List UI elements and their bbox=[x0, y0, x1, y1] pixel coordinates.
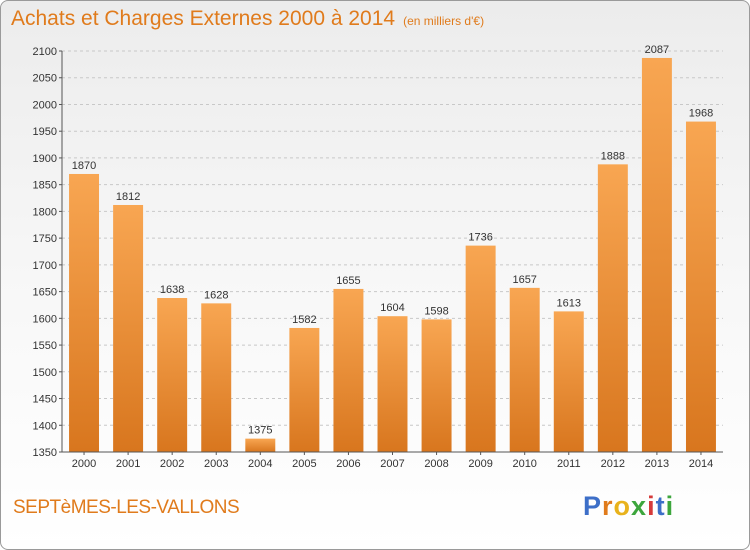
data-label: 1598 bbox=[424, 305, 448, 317]
x-tick-label: 2010 bbox=[512, 458, 536, 470]
data-labels: 1870 1812 1638 1628 1375 1582 1655 1604 1598 1736… bbox=[72, 44, 713, 437]
logo-letter: o bbox=[613, 491, 632, 521]
chart-title-text: Achats et Charges Externes 2000 à 2014 bbox=[11, 7, 396, 30]
bar-2012[interactable] bbox=[597, 164, 628, 452]
y-tick-label: 2050 bbox=[33, 73, 57, 85]
y-tick-label: 1400 bbox=[33, 420, 57, 432]
proxiti-logo[interactable]: Proxiti bbox=[583, 491, 674, 522]
y-tick-label: 1350 bbox=[33, 447, 57, 459]
bar-2007[interactable] bbox=[377, 316, 408, 452]
bar-2004[interactable] bbox=[245, 438, 276, 452]
x-tick-label: 2004 bbox=[248, 458, 272, 470]
y-tick-label: 1600 bbox=[33, 313, 57, 325]
data-label: 2087 bbox=[645, 44, 669, 56]
data-label: 1638 bbox=[160, 284, 184, 296]
y-tick-label: 2000 bbox=[33, 99, 57, 111]
y-tick-label: 1550 bbox=[33, 340, 57, 352]
y-tick-label: 1450 bbox=[33, 394, 57, 406]
data-label: 1870 bbox=[72, 160, 96, 172]
data-label: 1968 bbox=[689, 108, 713, 120]
bars bbox=[69, 57, 716, 453]
chart-unit: (en milliers d'€) bbox=[403, 14, 485, 28]
bar-2002[interactable] bbox=[157, 298, 188, 452]
logo-letter: t bbox=[655, 491, 666, 521]
bar-2005[interactable] bbox=[289, 327, 320, 452]
x-tick-label: 2014 bbox=[689, 458, 713, 470]
y-tick-label: 2100 bbox=[33, 46, 57, 58]
logo-letter: r bbox=[602, 491, 614, 521]
y-tick-label: 1800 bbox=[33, 206, 57, 218]
data-label: 1888 bbox=[601, 150, 625, 162]
bar-2010[interactable] bbox=[509, 287, 540, 452]
logo-letter: P bbox=[583, 491, 603, 521]
y-tick-label: 1650 bbox=[33, 287, 57, 299]
y-tick-label: 1750 bbox=[33, 233, 57, 245]
logo-letter: i bbox=[647, 491, 656, 521]
x-tick-label: 2012 bbox=[601, 458, 625, 470]
x-tick-label: 2008 bbox=[424, 458, 448, 470]
x-tick-label: 2009 bbox=[468, 458, 492, 470]
logo-letter: x bbox=[631, 491, 648, 521]
x-tick-label: 2001 bbox=[116, 458, 140, 470]
data-label: 1582 bbox=[292, 314, 316, 326]
data-label: 1655 bbox=[336, 275, 360, 287]
data-label: 1375 bbox=[248, 425, 272, 437]
y-tick-label: 1900 bbox=[33, 153, 57, 165]
y-tick-label: 1850 bbox=[33, 180, 57, 192]
data-label: 1736 bbox=[468, 232, 492, 244]
bar-2000[interactable] bbox=[69, 173, 100, 452]
data-label: 1628 bbox=[204, 289, 228, 301]
x-tick-label: 2005 bbox=[292, 458, 316, 470]
bar-2014[interactable] bbox=[685, 121, 716, 453]
y-tick-labels: 1350 1400 1450 1500 1550 1600 1650 1700 1750 1800… bbox=[33, 46, 62, 459]
x-tick-label: 2000 bbox=[72, 458, 96, 470]
bar-2009[interactable] bbox=[465, 245, 496, 452]
chart-title: Achats et Charges Externes 2000 à 2014 (e… bbox=[11, 7, 484, 31]
city-name: SEPTèMES-LES-VALLONS bbox=[13, 497, 240, 518]
data-label: 1613 bbox=[557, 297, 581, 309]
x-tick-label: 2006 bbox=[336, 458, 360, 470]
x-tick-label: 2011 bbox=[557, 458, 581, 470]
logo-letter: i bbox=[665, 491, 675, 521]
y-tick-label: 1950 bbox=[33, 126, 57, 138]
bar-2011[interactable] bbox=[553, 311, 584, 452]
bar-2008[interactable] bbox=[421, 319, 452, 452]
x-tick-labels: 2000 2001 2002 2003 2004 2005 2006 2007 2008 2009… bbox=[72, 452, 713, 470]
bar-2013[interactable] bbox=[641, 57, 672, 452]
bar-2006[interactable] bbox=[333, 288, 364, 452]
x-tick-label: 2002 bbox=[160, 458, 184, 470]
x-tick-label: 2003 bbox=[204, 458, 228, 470]
y-tick-label: 1700 bbox=[33, 260, 57, 272]
data-label: 1812 bbox=[116, 191, 140, 203]
bar-2001[interactable] bbox=[113, 204, 144, 452]
x-tick-label: 2013 bbox=[645, 458, 669, 470]
data-label: 1657 bbox=[512, 274, 536, 286]
y-tick-label: 1500 bbox=[33, 367, 57, 379]
x-tick-label: 2007 bbox=[380, 458, 404, 470]
data-label: 1604 bbox=[380, 302, 404, 314]
bar-2003[interactable] bbox=[201, 303, 232, 452]
